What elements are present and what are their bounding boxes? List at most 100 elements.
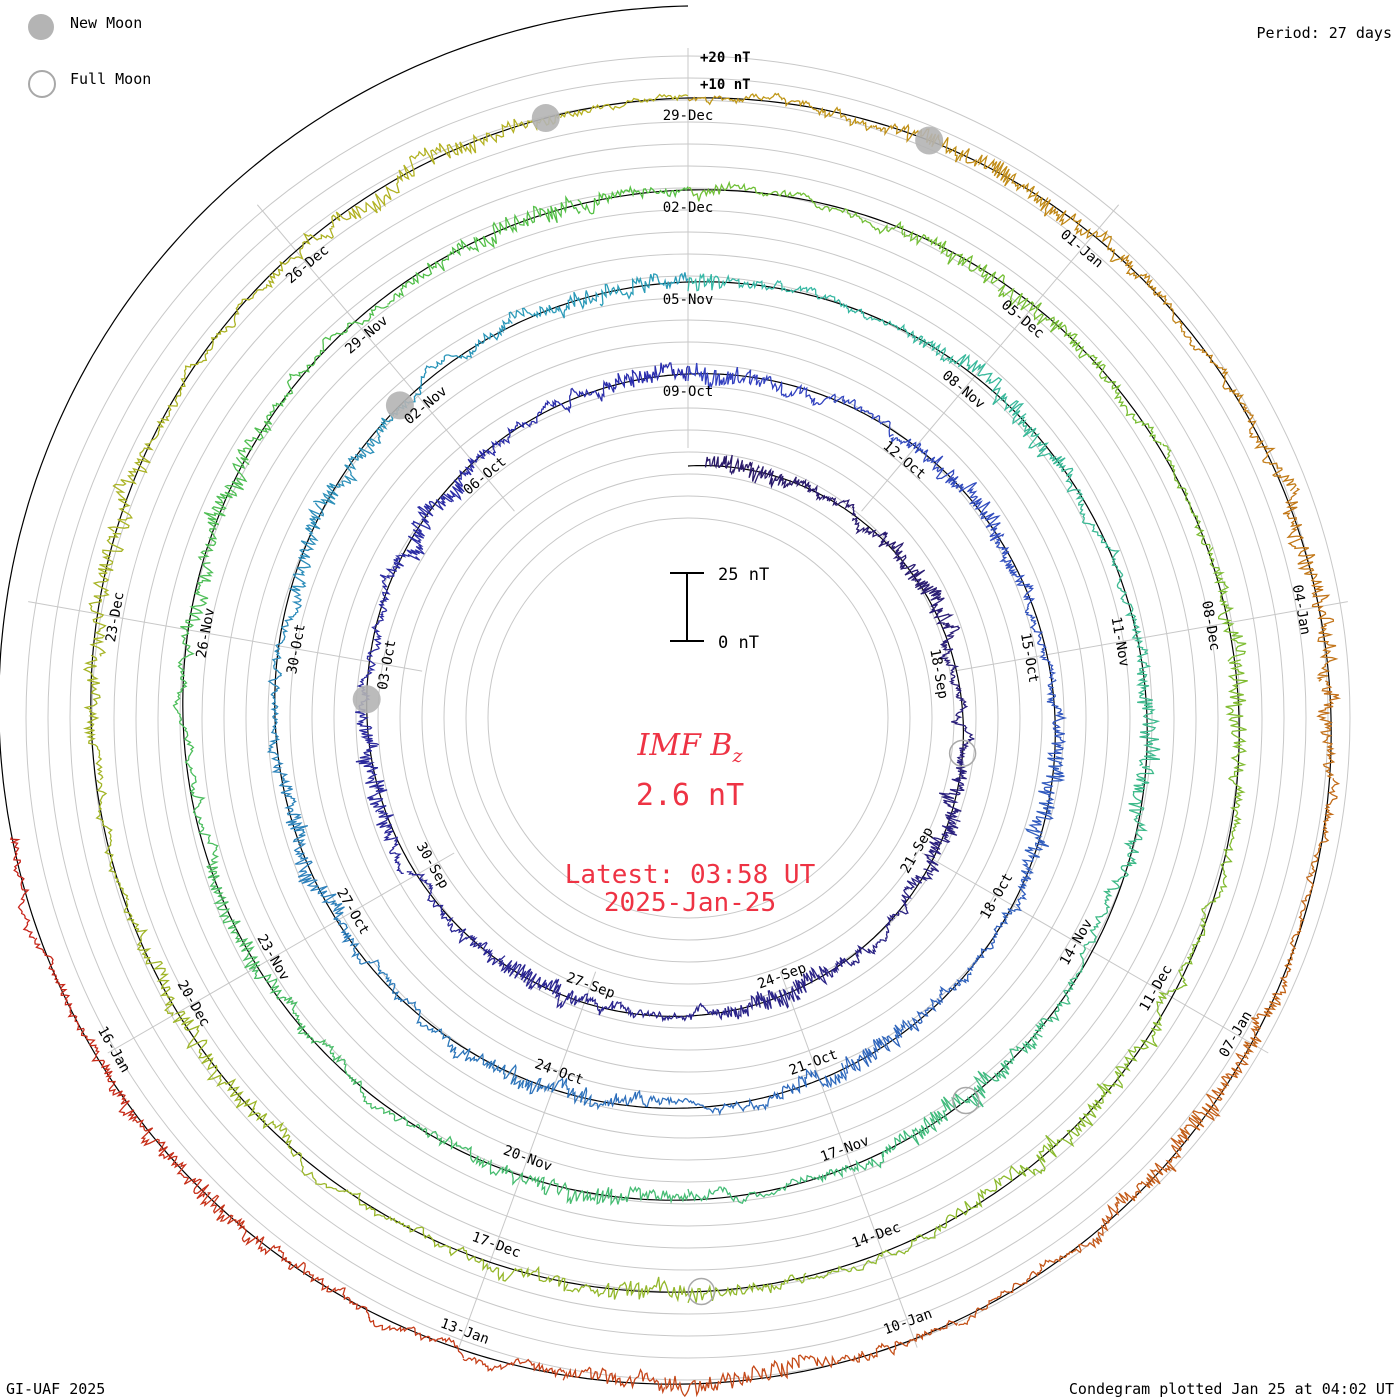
day-label: 13-Jan <box>438 1316 491 1348</box>
series-segment <box>166 313 240 418</box>
series-segment <box>462 1356 566 1379</box>
series-segment <box>325 1043 396 1122</box>
series-segment <box>687 1097 770 1116</box>
series-segment <box>754 466 811 489</box>
scale-bar-top-label: 25 nT <box>718 565 769 585</box>
series-segment <box>890 436 955 484</box>
series-segment <box>123 900 175 1017</box>
day-spoke <box>921 852 1269 1054</box>
series-segment <box>271 587 302 676</box>
series-segment <box>1136 669 1161 767</box>
series-segment <box>1284 872 1314 971</box>
radial-label-plus-20: +20 nT <box>700 50 751 66</box>
series-segment <box>687 1182 788 1205</box>
new-moon-marker <box>385 391 414 420</box>
series-segment <box>617 1001 678 1023</box>
series-segment <box>677 1002 740 1022</box>
series-segment <box>910 972 972 1032</box>
series-segment <box>172 664 195 771</box>
grid-circle <box>377 407 999 1029</box>
new-moon-label: New Moon <box>70 14 143 32</box>
series-segment <box>1034 946 1087 1032</box>
series-segment <box>1018 1091 1106 1177</box>
series-segment <box>331 147 438 228</box>
series-segment <box>792 957 853 995</box>
series-segment <box>929 590 961 651</box>
day-label: 07-Jan <box>1216 1008 1255 1060</box>
grid-circle <box>465 495 911 941</box>
series-segment <box>447 922 506 966</box>
day-label: 04-Jan <box>1289 584 1314 637</box>
series-segment <box>763 1352 863 1381</box>
day-label: 23-Dec <box>103 591 128 644</box>
data-series <box>9 92 1342 1398</box>
series-segment <box>951 703 975 762</box>
grid-circle <box>333 363 1043 1073</box>
series-segment <box>1182 330 1246 406</box>
series-segment <box>1206 546 1247 662</box>
day-label: 26-Dec <box>283 242 332 287</box>
new-moon-marker <box>915 126 944 155</box>
series-2 <box>172 185 1161 1207</box>
series-segment <box>9 837 36 940</box>
series-segment <box>923 816 961 873</box>
series-segment <box>387 237 480 305</box>
day-label: 17-Dec <box>470 1229 523 1261</box>
series-segment <box>967 908 1022 972</box>
series-segment <box>786 1153 885 1187</box>
series-segment <box>1179 1052 1249 1138</box>
series-segment <box>197 456 248 561</box>
day-spoke <box>458 971 597 1348</box>
series-segment <box>1123 765 1155 865</box>
series-segment <box>82 654 104 781</box>
series-segment <box>378 552 421 614</box>
series-segment <box>34 937 85 1031</box>
series-segment <box>107 416 170 533</box>
series-segment <box>271 760 309 846</box>
series-segment <box>806 1235 919 1280</box>
footer-plotted: Condegram plotted Jan 25 at 04:02 UT <box>1068 1380 1394 1398</box>
series-segment <box>586 1185 689 1207</box>
series-segment <box>768 1062 847 1100</box>
series-segment <box>549 378 618 414</box>
series-segment <box>566 1276 689 1303</box>
series-segment <box>247 1107 345 1192</box>
day-label: 11-Nov <box>1108 616 1133 669</box>
series-segment <box>449 1246 569 1292</box>
series-segment <box>807 484 856 516</box>
full-moon-icon <box>28 70 56 98</box>
footer-credit: GI-UAF 2025 <box>6 1380 106 1398</box>
series-segment <box>1311 778 1341 874</box>
radial-scale-labels: +20 nT +10 nT <box>700 50 751 93</box>
series-segment <box>1024 607 1057 680</box>
series-segment <box>892 550 942 597</box>
series-segment <box>199 1192 287 1262</box>
zero-baseline <box>274 281 1056 1109</box>
series-segment <box>1166 890 1222 995</box>
series-segment <box>1017 416 1081 493</box>
series-segment <box>406 871 454 923</box>
series-segment <box>313 438 382 505</box>
series-segment <box>134 1119 210 1200</box>
series-segment <box>961 148 1047 208</box>
series-segment <box>577 185 689 215</box>
series-segment <box>554 983 619 1016</box>
series-segment <box>80 1029 138 1122</box>
day-label: 15-Oct <box>1017 631 1042 684</box>
series-segment <box>1083 861 1136 947</box>
series-segment <box>606 1089 689 1108</box>
series-segment <box>524 1077 607 1111</box>
series-segment <box>392 982 451 1047</box>
series-segment <box>938 759 967 819</box>
series-segment <box>266 674 282 762</box>
day-spokes <box>28 48 1348 1348</box>
series-segment <box>177 562 214 666</box>
series-segment <box>687 273 782 292</box>
day-spoke <box>107 852 455 1054</box>
day-label: 20-Dec <box>174 978 213 1030</box>
day-label: 18-Sep <box>926 647 951 700</box>
series-segment <box>687 1272 807 1304</box>
series-segment <box>406 495 453 556</box>
series-segment <box>1242 404 1297 492</box>
series-segment <box>489 1159 588 1205</box>
